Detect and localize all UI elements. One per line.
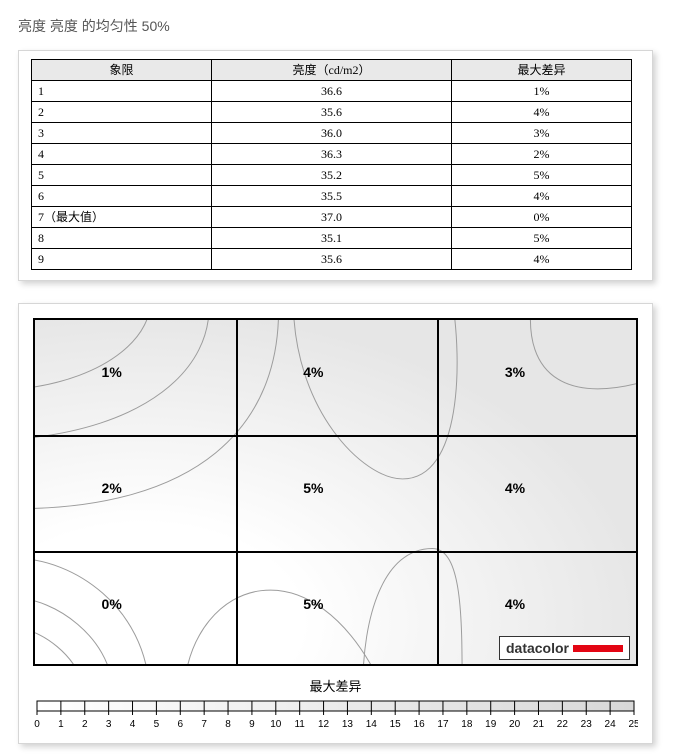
- logo-bar: [573, 645, 623, 652]
- table-cell: 35.6: [212, 249, 452, 270]
- contour-lines: [35, 320, 636, 666]
- table-cell: 4%: [452, 249, 632, 270]
- grid-hline: [35, 435, 636, 437]
- grid-cell-label: 4%: [505, 596, 525, 612]
- svg-text:17: 17: [437, 719, 449, 730]
- table-cell: 3: [32, 123, 212, 144]
- col-luminance: 亮度（cd/m2）: [212, 60, 452, 81]
- grid-vline: [437, 320, 439, 664]
- table-row: 635.54%: [32, 186, 632, 207]
- svg-text:7: 7: [201, 719, 207, 730]
- svg-text:21: 21: [533, 719, 545, 730]
- svg-text:1: 1: [58, 719, 64, 730]
- table-cell: 4%: [452, 186, 632, 207]
- svg-text:12: 12: [318, 719, 330, 730]
- table-cell: 1%: [452, 81, 632, 102]
- svg-text:10: 10: [270, 719, 282, 730]
- uniformity-grid: datacolor 1% 4% 3% 2% 5% 4% 0% 5% 4%: [33, 318, 638, 666]
- table-cell: 36.3: [212, 144, 452, 165]
- table-cell: 6: [32, 186, 212, 207]
- svg-text:16: 16: [414, 719, 426, 730]
- page-title: 亮度 亮度 的均匀性 50%: [18, 16, 682, 36]
- logo-text: datacolor: [506, 640, 569, 656]
- grid-cell-label: 3%: [505, 364, 525, 380]
- svg-text:2: 2: [82, 719, 88, 730]
- table-cell: 0%: [452, 207, 632, 228]
- svg-text:6: 6: [177, 719, 183, 730]
- table-row: 235.64%: [32, 102, 632, 123]
- legend-title: 最大差异: [33, 676, 638, 695]
- datacolor-logo: datacolor: [499, 636, 630, 660]
- table-cell: 37.0: [212, 207, 452, 228]
- table-row: 136.61%: [32, 81, 632, 102]
- table-cell: 2%: [452, 144, 632, 165]
- table-cell: 35.1: [212, 228, 452, 249]
- table-cell: 4: [32, 144, 212, 165]
- table-row: 535.25%: [32, 165, 632, 186]
- grid-cell-label: 2%: [102, 480, 122, 496]
- luminance-table-card: 象限 亮度（cd/m2） 最大差异 136.61%235.64%336.03%4…: [18, 50, 653, 281]
- table-cell: 5%: [452, 165, 632, 186]
- table-cell: 4%: [452, 102, 632, 123]
- svg-text:14: 14: [366, 719, 378, 730]
- grid-cell-label: 0%: [102, 596, 122, 612]
- svg-text:5: 5: [154, 719, 160, 730]
- table-cell: 36.0: [212, 123, 452, 144]
- table-cell: 35.6: [212, 102, 452, 123]
- svg-text:4: 4: [130, 719, 136, 730]
- table-cell: 2: [32, 102, 212, 123]
- uniformity-chart-card: datacolor 1%4%3%2%5%4%0%5%4% 最大差异 012345…: [18, 303, 653, 744]
- svg-text:3: 3: [106, 719, 112, 730]
- col-quadrant: 象限: [32, 60, 212, 81]
- table-row: 935.64%: [32, 249, 632, 270]
- table-row: 336.03%: [32, 123, 632, 144]
- svg-text:11: 11: [294, 719, 305, 730]
- svg-text:0: 0: [34, 719, 40, 730]
- svg-text:13: 13: [342, 719, 354, 730]
- grid-cell-label: 4%: [303, 364, 323, 380]
- svg-text:24: 24: [605, 719, 617, 730]
- table-cell: 5: [32, 165, 212, 186]
- svg-text:18: 18: [461, 719, 473, 730]
- table-row: 835.15%: [32, 228, 632, 249]
- col-maxdiff: 最大差异: [452, 60, 632, 81]
- legend-scale: 0123456789101112131415161718192021222324…: [33, 699, 638, 733]
- luminance-table: 象限 亮度（cd/m2） 最大差异 136.61%235.64%336.03%4…: [31, 59, 632, 270]
- svg-text:15: 15: [390, 719, 402, 730]
- table-cell: 35.5: [212, 186, 452, 207]
- table-cell: 3%: [452, 123, 632, 144]
- grid-cell-label: 5%: [303, 480, 323, 496]
- svg-text:20: 20: [509, 719, 521, 730]
- grid-vline: [236, 320, 238, 664]
- grid-cell-label: 5%: [303, 596, 323, 612]
- grid-cell-label: 4%: [505, 480, 525, 496]
- table-cell: 8: [32, 228, 212, 249]
- svg-text:9: 9: [249, 719, 255, 730]
- table-row: 7（最大值）37.00%: [32, 207, 632, 228]
- table-cell: 1: [32, 81, 212, 102]
- svg-text:19: 19: [485, 719, 497, 730]
- table-cell: 7（最大值）: [32, 207, 212, 228]
- table-row: 436.32%: [32, 144, 632, 165]
- grid-hline: [35, 551, 636, 553]
- table-cell: 36.6: [212, 81, 452, 102]
- svg-text:22: 22: [557, 719, 569, 730]
- table-cell: 5%: [452, 228, 632, 249]
- svg-text:8: 8: [225, 719, 231, 730]
- svg-text:25: 25: [628, 719, 638, 730]
- table-cell: 35.2: [212, 165, 452, 186]
- table-cell: 9: [32, 249, 212, 270]
- grid-cell-label: 1%: [102, 364, 122, 380]
- svg-text:23: 23: [581, 719, 593, 730]
